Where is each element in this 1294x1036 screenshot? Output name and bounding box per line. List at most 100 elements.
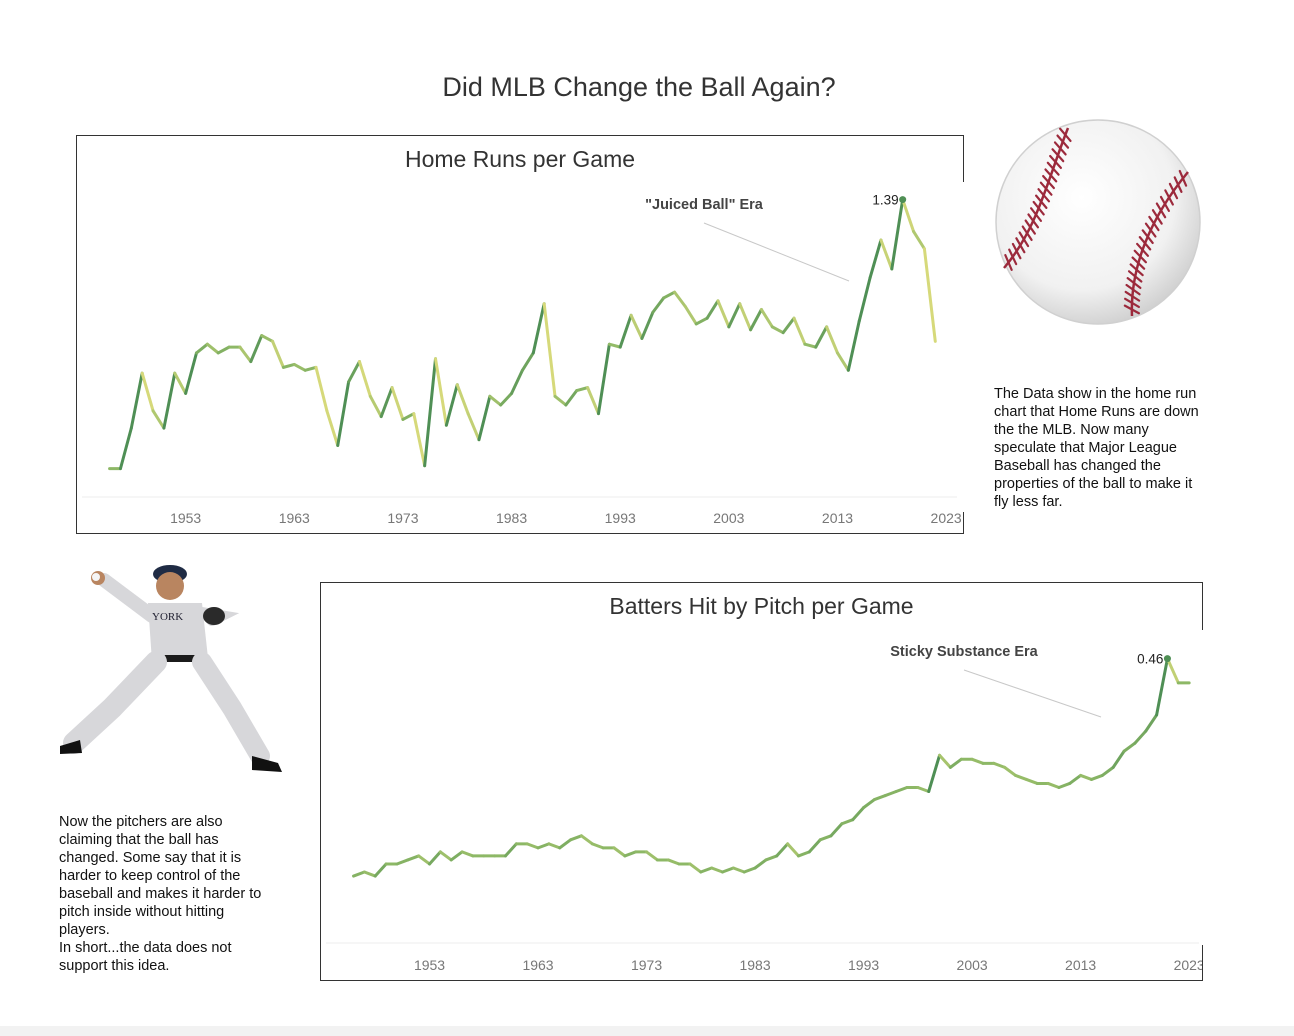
series-line-segment <box>1003 765 1018 777</box>
series-line-segment <box>1144 713 1159 733</box>
x-tick-label: 2023 <box>1174 957 1202 973</box>
series-line-segment <box>575 386 590 393</box>
series-line-segment <box>970 757 985 765</box>
series-line-segment <box>862 798 876 810</box>
series-line-segment <box>938 753 952 769</box>
series-line-segment <box>412 412 427 468</box>
series-line-segment <box>716 299 731 329</box>
series-line-segment <box>803 342 818 349</box>
x-tick-label: 1963 <box>279 510 310 526</box>
x-tick-label: 2013 <box>1065 957 1096 973</box>
series-line-segment <box>531 302 546 355</box>
series-line-segment <box>1057 781 1072 789</box>
series-line-segment <box>738 302 753 332</box>
series-line-segment <box>336 380 351 447</box>
series-line-segment <box>379 386 394 419</box>
series-line-segment <box>731 866 746 874</box>
series-line-segment <box>373 862 388 878</box>
series-line-segment <box>807 838 822 854</box>
pitchers-note: Now the pitchers are also claiming that … <box>59 814 262 974</box>
series-line-segment <box>325 409 340 447</box>
series-line-segment <box>916 785 931 794</box>
series-line-segment <box>586 386 600 416</box>
series-line-segment <box>825 325 839 355</box>
series-line-segment <box>673 290 687 309</box>
page-title: Did MLB Change the Ball Again? <box>442 72 836 102</box>
series-line-segment <box>1068 773 1083 785</box>
series-line-segment <box>1133 729 1148 745</box>
series-line-segment <box>347 360 361 384</box>
series-line-segment <box>162 371 177 430</box>
series-line-segment <box>536 842 551 850</box>
series-line-segment <box>195 342 209 355</box>
series-line-segment <box>510 368 524 395</box>
series-line-segment <box>525 842 540 850</box>
series-line-segment <box>607 342 622 349</box>
series-line-segment <box>395 858 410 866</box>
series-line-segment <box>390 386 405 421</box>
series-line-segment <box>292 362 307 372</box>
x-tick-label: 1983 <box>496 510 527 526</box>
series-line-segment <box>781 316 796 335</box>
series-line-segment <box>477 394 492 442</box>
series-line-segment <box>1089 773 1104 781</box>
hbp-chart-panel: Batters Hit by Pitch per Game 1953 1963 19… <box>320 582 1203 981</box>
series-line-segment <box>814 325 829 349</box>
home-runs-chart-title: Home Runs per Game <box>404 146 636 172</box>
series-line-segment <box>1122 741 1137 753</box>
peak-label: 0.46 <box>1137 652 1163 667</box>
series-line-segment <box>303 365 318 372</box>
series-line-segment <box>666 858 681 866</box>
pitcher-image: YORK <box>60 565 282 772</box>
series-line-segment <box>579 834 594 846</box>
series-line-segment <box>488 394 503 407</box>
window-bottom-bar <box>0 1026 1294 1036</box>
series-line-segment <box>553 394 568 407</box>
series-line-segment <box>428 850 442 866</box>
x-tick-label: 1953 <box>170 510 201 526</box>
svg-text:YORK: YORK <box>152 611 183 623</box>
series-line-segment <box>423 357 438 468</box>
peak-point <box>899 196 907 204</box>
series-line-segment <box>406 854 421 862</box>
x-tick-label: 1973 <box>387 510 418 526</box>
hbp-chart-title: Batters Hit by Pitch per Game <box>609 593 914 619</box>
series-line-segment <box>705 299 720 320</box>
home-runs-chart: 1953 1963 1973 1983 1993 2003 2013 2023 1.39 "Jui… <box>82 193 962 526</box>
hbp-chart: 1953 1963 1973 1983 1993 2003 2013 2023 0.46 Stic… <box>326 644 1202 973</box>
series-line-segment <box>357 360 372 398</box>
series-line-segment <box>901 198 916 233</box>
series-line-segment <box>851 806 866 822</box>
series-line-segment <box>1079 773 1093 781</box>
x-tick-label: 1973 <box>631 957 662 973</box>
series-line-segment <box>1111 749 1126 769</box>
series-line-segment <box>629 313 644 340</box>
series-line-segment <box>759 308 774 329</box>
series-line-segment <box>401 412 416 421</box>
series-line-segment <box>590 842 605 850</box>
series-line-segment <box>260 334 275 343</box>
series-line-segment <box>683 305 698 326</box>
series-line-segment <box>520 351 535 372</box>
era-annotation: "Juiced Ball" Era <box>645 197 764 213</box>
peak-point <box>1163 655 1171 663</box>
series-line-segment <box>503 842 518 858</box>
home-runs-chart-panel: Home Runs per Game 1953 1963 1973 1983 1993 2… <box>76 135 964 534</box>
x-tick-label: 2003 <box>957 957 988 973</box>
series-line-segment <box>249 334 264 364</box>
series-line-segment <box>662 290 677 300</box>
series-line-segment <box>184 351 199 395</box>
series-line-segment <box>829 822 844 838</box>
series-line-segment <box>564 389 579 407</box>
series-line-segment <box>547 842 562 850</box>
x-tick-label: 1963 <box>522 957 553 973</box>
series-line-segment <box>1024 777 1039 785</box>
series-line-segment <box>857 276 872 323</box>
series-line-segment <box>140 371 155 413</box>
series-line-segment <box>434 357 448 427</box>
series-line-segment <box>558 838 573 850</box>
series-line-segment <box>835 351 850 372</box>
series-line-segment <box>569 834 583 842</box>
series-line-segment <box>460 850 475 858</box>
series-line-segment <box>846 319 861 372</box>
